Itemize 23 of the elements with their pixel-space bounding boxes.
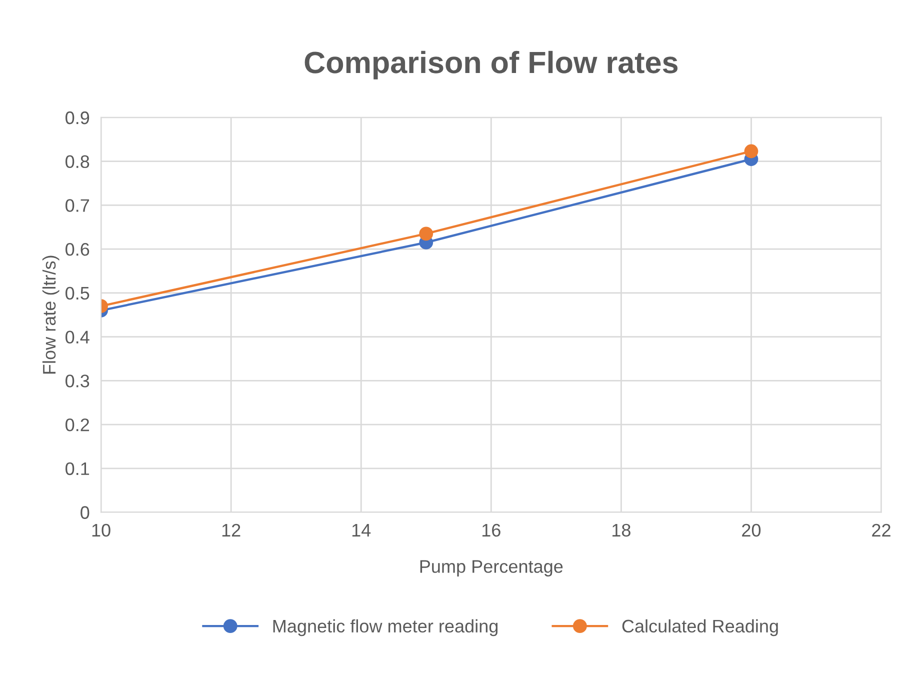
chart-title: Comparison of Flow rates bbox=[304, 50, 678, 80]
y-tick-label: 0.6 bbox=[66, 243, 90, 256]
x-tick-label: 16 bbox=[482, 524, 500, 537]
y-tick-label: 0 bbox=[80, 506, 90, 519]
x-tick-label: 20 bbox=[742, 524, 761, 537]
x-tick-label: 10 bbox=[92, 524, 110, 537]
legend-label: Magnetic flow meter reading bbox=[273, 619, 498, 636]
y-tick-label: 0.2 bbox=[66, 418, 90, 432]
y-tick-label: 0.5 bbox=[66, 286, 90, 300]
y-tick-label: 0.9 bbox=[66, 111, 90, 124]
y-axis-title: Flow rate (ltr/s) bbox=[42, 256, 60, 374]
y-tick-label: 0.7 bbox=[66, 199, 90, 212]
point bbox=[744, 144, 758, 158]
x-tick-label: 18 bbox=[612, 524, 630, 537]
y-tick-label: 0.3 bbox=[66, 374, 90, 388]
x-axis-title: Pump Percentage bbox=[420, 560, 563, 576]
y-tick-label: 0.4 bbox=[66, 330, 90, 344]
x-tick-label: 22 bbox=[872, 524, 890, 536]
legend-label: Calculated Reading bbox=[622, 619, 778, 636]
x-tick-label: 12 bbox=[222, 524, 240, 536]
x-tick-label: 14 bbox=[352, 524, 371, 536]
y-tick-label: 0.1 bbox=[66, 462, 90, 476]
y-tick-label: 0.8 bbox=[66, 155, 90, 168]
